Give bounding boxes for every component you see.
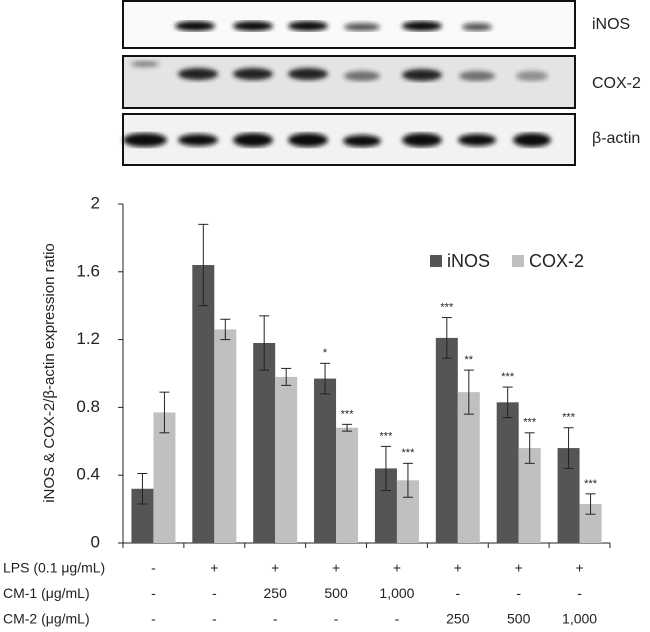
- row-label: CM-1 (μg/mL): [3, 585, 90, 601]
- bar: [153, 412, 176, 543]
- blot-label: iNOS: [592, 16, 630, 33]
- treatment-cell: +: [393, 560, 401, 576]
- significance: ***: [440, 301, 454, 313]
- significance: ***: [562, 412, 576, 424]
- treatment-cell: +: [210, 560, 218, 576]
- significance: ***: [523, 417, 537, 429]
- treatment-cell: 500: [324, 585, 348, 601]
- legend-label: COX-2: [529, 251, 584, 271]
- treatment-cell: 250: [446, 611, 470, 627]
- significance: ***: [402, 447, 416, 459]
- y-tick-label: 1.6: [76, 261, 100, 280]
- blot-label: β-actin: [592, 130, 640, 147]
- bar: [518, 448, 541, 543]
- bar: [457, 392, 480, 543]
- blot-label: COX-2: [592, 75, 641, 92]
- treatment-cell: +: [271, 560, 279, 576]
- bar: [214, 329, 237, 543]
- treatment-cell: -: [334, 611, 339, 627]
- significance: ***: [501, 371, 515, 383]
- treatment-cell: -: [151, 585, 156, 601]
- y-tick-label: 0: [91, 532, 100, 551]
- bar: [374, 468, 397, 543]
- significance: **: [465, 354, 474, 366]
- treatment-cell: -: [151, 560, 156, 576]
- bar: [253, 342, 276, 543]
- bar: [336, 427, 359, 543]
- bar: [275, 376, 298, 543]
- treatment-cell: +: [332, 560, 340, 576]
- bar: [396, 480, 419, 543]
- bar: [579, 504, 602, 543]
- treatment-cell: 250: [264, 585, 288, 601]
- bar: [557, 448, 580, 543]
- blot-panel: iNOS COX-2 β-actin: [122, 0, 641, 166]
- y-tick-label: 2: [91, 193, 100, 212]
- significance: ***: [380, 430, 394, 442]
- treatment-cell: -: [516, 585, 521, 601]
- treatment-cell: 1,000: [562, 611, 597, 627]
- treatment-cell: +: [575, 560, 583, 576]
- treatment-cell: +: [454, 560, 462, 576]
- bar: [314, 378, 337, 543]
- treatment-cell: -: [273, 611, 278, 627]
- treatment-cell: -: [577, 585, 582, 601]
- significance: *: [323, 347, 328, 359]
- treatment-cell: -: [212, 611, 217, 627]
- y-tick-label: 0.8: [76, 397, 100, 416]
- bar: [496, 402, 519, 543]
- bar: [131, 488, 154, 543]
- treatment-cell: 500: [507, 611, 531, 627]
- legend-swatch: [430, 255, 442, 267]
- y-tick-label: 0.4: [76, 465, 100, 484]
- legend-label: iNOS: [447, 251, 490, 271]
- treatment-cell: -: [212, 585, 217, 601]
- legend-swatch: [512, 255, 524, 267]
- treatment-cell: -: [151, 611, 156, 627]
- treatment-cell: -: [455, 585, 460, 601]
- y-tick-label: 1.2: [76, 329, 100, 348]
- bar: [192, 265, 215, 543]
- y-axis-title: iNOS & COX-2/β-actin expression ratio: [41, 243, 58, 503]
- bar: [435, 337, 458, 543]
- treatment-cell: 1,000: [379, 585, 414, 601]
- treatment-cell: -: [395, 611, 400, 627]
- row-label: LPS (0.1 μg/mL): [3, 560, 105, 576]
- significance: ***: [341, 408, 355, 420]
- significance: ***: [584, 478, 598, 490]
- row-label: CM-2 (μg/mL): [3, 611, 90, 627]
- treatment-cell: +: [515, 560, 523, 576]
